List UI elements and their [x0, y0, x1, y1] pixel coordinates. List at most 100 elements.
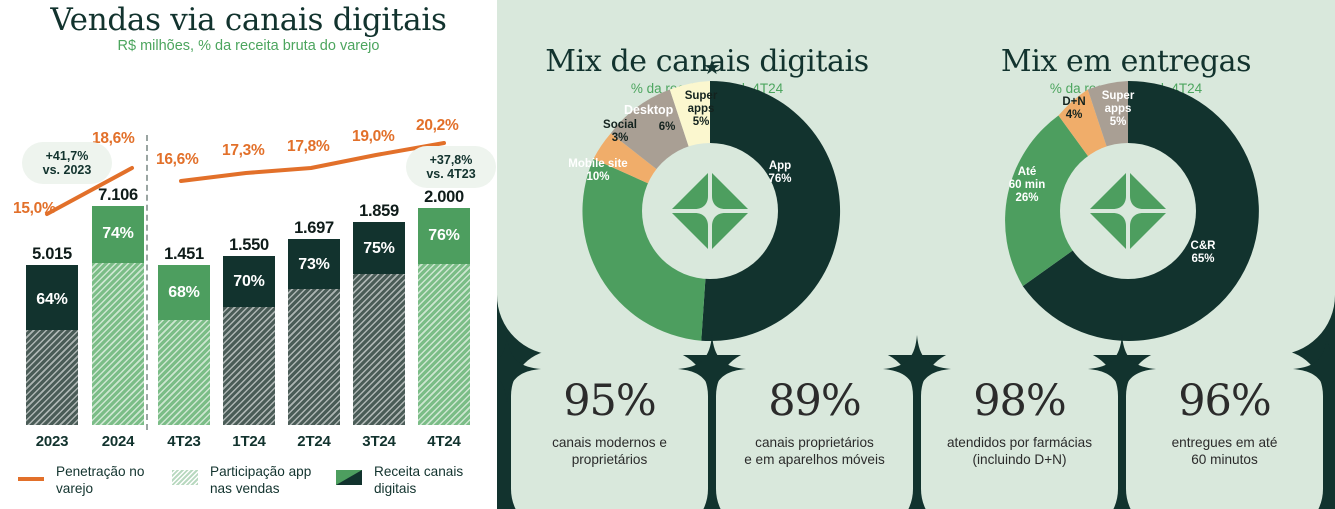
bar-4T23-segment-other	[158, 320, 210, 425]
donut-right-title: Mix em entregas	[1000, 44, 1252, 79]
legend-label-penetration: Penetração no varejo	[56, 464, 145, 496]
bar-2024-segment-other	[92, 263, 144, 425]
digital-mix-panel: Mix de canais digitais % da receita digi…	[497, 0, 1335, 509]
label-social-name: Social	[603, 119, 637, 131]
donut-right-label-dn: D+N 4%	[1052, 96, 1096, 122]
label-social-pct: 3%	[611, 132, 629, 144]
stat-card-3: 98% atendidos por farmácias (incluindo D…	[921, 350, 1118, 509]
donut-left-label-app: App 76%	[745, 160, 815, 186]
stat-value-1: 95%	[563, 376, 657, 426]
badge-quarter-ref: vs. 4T23	[426, 167, 476, 181]
pct-label-1T24: 17,3%	[222, 142, 265, 159]
stat-text-3: atendidos por farmácias (incluindo D+N)	[921, 434, 1118, 468]
sales-chart-panel: Vendas via canais digitais R$ milhões, %…	[0, 0, 497, 509]
pct-label-2T24: 17,8%	[287, 138, 330, 155]
donut-left-title: Mix de canais digitais	[545, 44, 869, 79]
bar-4T24-app-share: 76%	[428, 227, 460, 244]
split-swatch-icon	[336, 470, 362, 485]
stat-value-4: 96%	[1178, 376, 1272, 426]
x-label-4T24: 4T24	[427, 433, 461, 450]
legend-label-app-share: Participação app nas vendas	[210, 464, 312, 496]
donut-chart-channels	[582, 80, 841, 342]
bar-3T24-app-share: 75%	[363, 240, 395, 257]
badge-annual-growth: +41,7% vs. 2023	[22, 142, 112, 184]
bar-2023-segment-other	[26, 330, 78, 425]
bar-1T24-total: 1.550	[229, 236, 269, 254]
label-app-pct: 76%	[768, 173, 792, 185]
label-superapps-name2: apps	[687, 103, 715, 115]
bar-4T24-segment-other	[418, 264, 470, 425]
stat-text-2-l2: e em aparelhos móveis	[744, 452, 885, 467]
bar-1T24: 70%	[223, 256, 275, 425]
bar-2023: 64%	[26, 265, 78, 425]
bar-2024-segment-app	[92, 206, 144, 263]
donut-left-label-desktop-name: Desktop	[624, 103, 674, 117]
donut-left-label-social: Social 3%	[595, 119, 645, 145]
bar-3T24: 75%	[353, 222, 405, 425]
stat-text-1-l2: proprietários	[571, 452, 648, 467]
bar-1T24-app-share: 70%	[233, 273, 265, 290]
pct-label-2024: 18,6%	[92, 130, 135, 147]
stat-text-3-l2: (incluindo D+N)	[972, 452, 1067, 467]
x-label-2024: 2024	[101, 433, 135, 450]
stat-text-4-l2: 60 minutos	[1191, 452, 1258, 467]
stat-value-2: 89%	[768, 376, 862, 426]
brand-logo-icon-delivery	[1090, 173, 1166, 249]
bar-4T23-segment-app	[158, 265, 210, 320]
stat-card-2: 89% canais proprietários e em aparelhos …	[716, 350, 913, 509]
pct-label-4T23: 16,6%	[156, 151, 199, 168]
bar-2023-total: 5.015	[32, 245, 72, 263]
stat-text-2-l1: canais proprietários	[755, 435, 874, 450]
label-sa2-pct: 5%	[1109, 116, 1127, 128]
label-superapps-pct: 5%	[692, 116, 710, 128]
stat-text-3-l1: atendidos por farmácias	[946, 435, 1093, 450]
bar-2T24-segment-other	[288, 289, 340, 425]
bar-3T24-segment-other	[353, 274, 405, 425]
donut-left-label-superapps: Super apps 5%	[677, 90, 725, 129]
label-dn-name: D+N	[1062, 96, 1086, 108]
stat-card-4: 96% entregues em até 60 minutos	[1126, 350, 1323, 509]
stat-text-4-l1: entregues em até	[1171, 435, 1278, 450]
label-superapps-name1: Super	[684, 90, 718, 102]
donut-right-label-cr: C&R 65%	[1173, 240, 1233, 266]
pct-label-2023: 15,0%	[13, 200, 56, 217]
label-mobile-pct: 10%	[586, 171, 610, 183]
bar-4T23: 68%	[158, 265, 210, 425]
donut-left-label-desktop-pct: 6%	[658, 121, 676, 133]
x-label-3T24: 3T24	[362, 433, 396, 450]
label-ate60-name2: 60 min	[1008, 179, 1046, 191]
bar-3T24-total: 1.859	[359, 202, 399, 220]
label-cr-pct: 65%	[1191, 253, 1215, 265]
stat-text-1-l1: canais modernos e	[552, 435, 667, 450]
page-subtitle: R$ milhões, % da receita bruta do varejo	[117, 38, 380, 54]
label-dn-pct: 4%	[1065, 109, 1083, 121]
stat-card-1: 95% canais modernos e proprietários	[511, 350, 708, 509]
label-cr-name: C&R	[1190, 240, 1216, 252]
bar-1T24-segment-app	[223, 256, 275, 307]
stat-value-3: 98%	[973, 376, 1067, 426]
label-mobile-name: Mobile site	[568, 158, 628, 170]
x-label-2023: 2023	[35, 433, 69, 450]
donut-hole-delivery	[1060, 143, 1196, 279]
x-label-1T24: 1T24	[232, 433, 266, 450]
bar-4T23-total: 1.451	[164, 245, 204, 263]
chart-legend: Penetração no varejo Participação app na…	[18, 464, 488, 509]
badge-annual-value: +41,7%	[45, 149, 89, 163]
bar-4T24-total: 2.000	[424, 188, 464, 206]
bar-4T24-segment-app	[418, 208, 470, 264]
legend-label-digital-revenue: Receita canais digitais	[374, 464, 464, 496]
pct-label-4T24: 20,2%	[416, 117, 459, 134]
donut-hole	[642, 143, 778, 279]
label-ate60-name1: Até	[1017, 166, 1037, 178]
label-sa2-name2: apps	[1104, 103, 1132, 115]
bar-2T24: 73%	[288, 239, 340, 425]
bar-2T24-total: 1.697	[294, 219, 334, 237]
badge-quarter-growth: +37,8% vs. 4T23	[406, 146, 496, 188]
bar-2024: 74%	[92, 206, 144, 425]
label-app-name: App	[768, 160, 792, 172]
bar-1T24-segment-other	[223, 307, 275, 425]
stat-text-1: canais modernos e proprietários	[511, 434, 708, 468]
asterisk-marker: ★	[703, 57, 721, 79]
bar-2T24-segment-app	[288, 239, 340, 289]
